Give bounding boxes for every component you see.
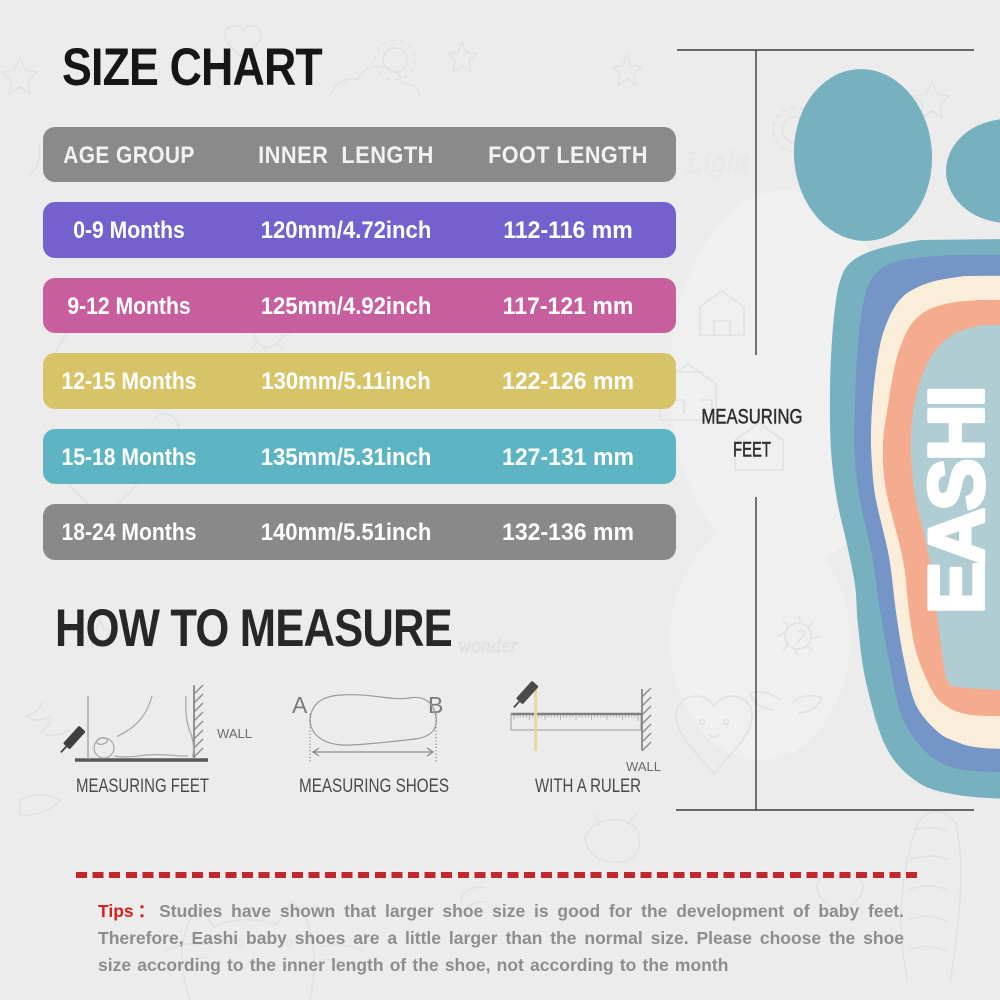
svg-text:WALL: WALL [217,726,252,741]
svg-text:A: A [292,692,308,718]
svg-text:B: B [428,692,443,718]
svg-text:FEET: FEET [733,438,771,462]
svg-text:wonder: wonder [458,635,518,657]
svg-text:MEASURING: MEASURING [702,405,803,429]
svg-text:EASHI: EASHI [912,388,1000,614]
svg-text:MEASURING FEET: MEASURING FEET [76,775,209,797]
svg-text:MEASURING SHOES: MEASURING SHOES [299,775,449,797]
svg-text:WALL: WALL [626,759,661,774]
svg-text:WITH A RULER: WITH A RULER [535,775,641,797]
svg-text:Light: Light [685,146,750,179]
